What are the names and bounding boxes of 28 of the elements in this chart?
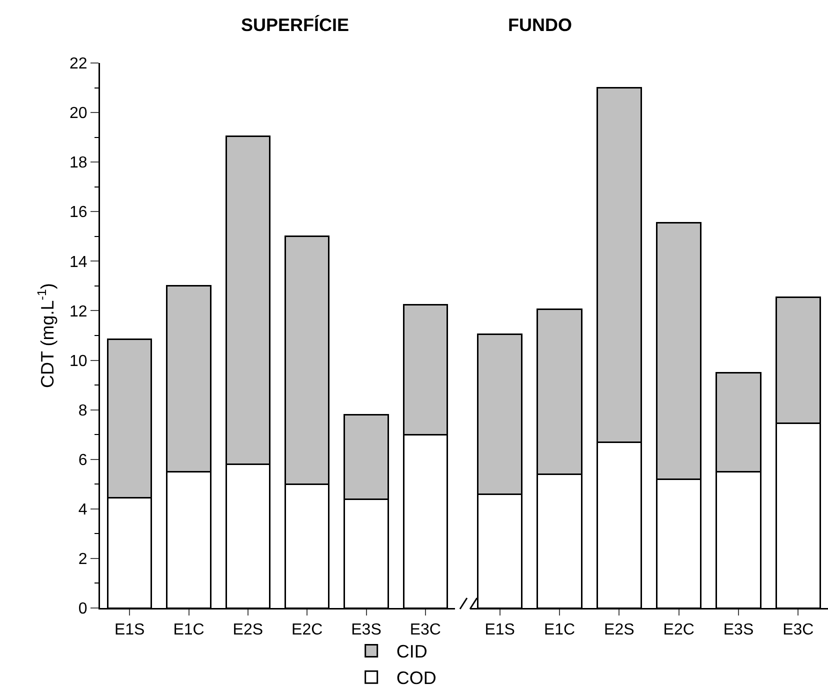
y-tick-label: 8 xyxy=(78,402,88,420)
x-tick-label: E2C xyxy=(663,622,694,639)
y-tick-label: 6 xyxy=(78,452,88,469)
y-tick-label: 18 xyxy=(70,154,88,172)
x-tick-label: E2C xyxy=(292,622,323,639)
x-tick-label: E2S xyxy=(232,622,264,639)
y-tick-label: 12 xyxy=(70,303,88,320)
y-tick-label: 16 xyxy=(70,204,88,222)
x-tick-label: E1C xyxy=(173,622,204,639)
y-tick-label: 14 xyxy=(70,254,88,271)
legend-label: CID xyxy=(396,642,428,662)
x-tick-label: E3C xyxy=(410,622,441,639)
y-tick-label: 22 xyxy=(70,56,88,73)
x-tick-label: E2S xyxy=(604,622,634,639)
chart-title: FUNDO xyxy=(508,14,572,35)
legend-label: COD xyxy=(396,668,436,688)
x-tick-label: E1S xyxy=(114,622,145,639)
y-tick-label: 0 xyxy=(78,600,88,618)
y-tick-label: 20 xyxy=(70,105,88,122)
x-tick-label: E3S xyxy=(723,622,754,639)
x-tick-label: E1S xyxy=(484,622,515,639)
y-tick-label: 4 xyxy=(78,502,88,519)
x-tick-label: E3C xyxy=(782,622,814,639)
x-tick-label: E1C xyxy=(544,622,576,639)
y-tick-label: 2 xyxy=(78,551,88,568)
y-tick-label: 10 xyxy=(70,352,88,370)
chart-title: SUPERFÍCIE xyxy=(240,14,350,35)
x-tick-label: E3S xyxy=(351,622,382,639)
